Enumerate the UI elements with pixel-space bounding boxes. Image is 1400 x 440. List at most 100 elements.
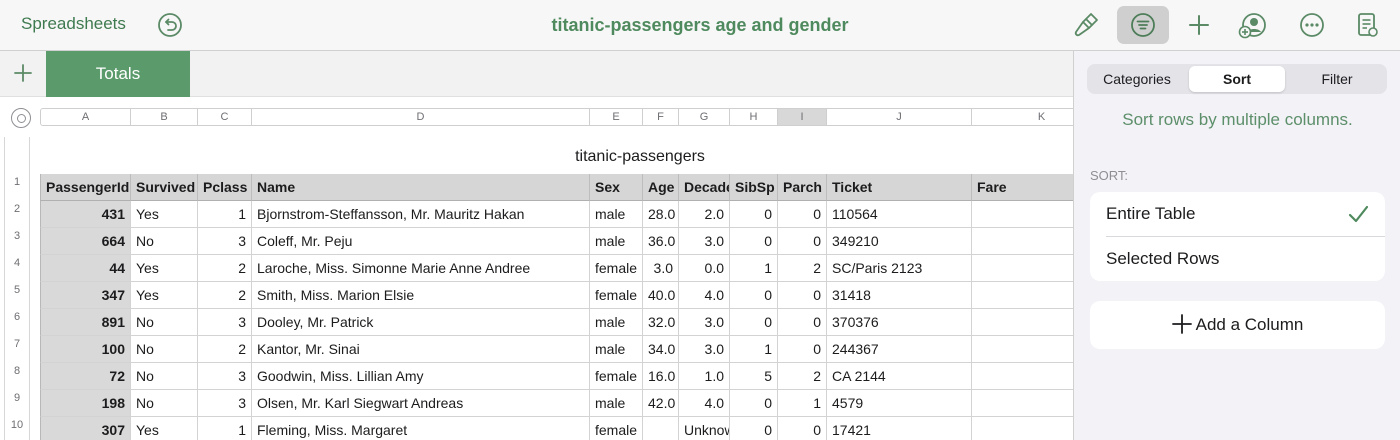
header-cell[interactable]: Ticket [827,174,972,201]
table-cell[interactable]: male [590,309,643,336]
table-cell[interactable]: Unknown [679,417,730,440]
document-options-button[interactable] [1353,11,1381,39]
table-cell[interactable]: CA 2144 [827,363,972,390]
header-cell[interactable]: SibSp [730,174,778,201]
table-cell[interactable]: 8 [972,390,1073,417]
table-cell[interactable]: 1 [198,201,252,228]
table-cell[interactable]: 41 [972,255,1073,282]
insert-button[interactable] [1185,11,1213,39]
table-cell[interactable]: Yes [131,417,198,440]
table-cell[interactable]: No [131,336,198,363]
table-cell[interactable]: 3 [198,363,252,390]
column-header-j[interactable]: J [827,108,972,126]
table-cell[interactable] [972,363,1073,390]
table-cell[interactable]: 1 [730,255,778,282]
organize-button[interactable] [1117,6,1169,44]
row-number[interactable]: 3 [13,230,21,242]
table-cell[interactable]: 891 [40,309,131,336]
column-header-a[interactable]: A [40,108,131,126]
table-cell[interactable]: 31418 [827,282,972,309]
table-cell[interactable]: 3.0 [679,228,730,255]
table-cell[interactable]: 36.0 [643,228,679,255]
header-cell[interactable]: Parch [778,174,827,201]
row-number[interactable]: 1 [13,176,21,188]
table-cell[interactable]: No [131,228,198,255]
table-cell[interactable]: 1 [198,417,252,440]
table-cell[interactable]: 0 [778,282,827,309]
table-cell[interactable]: 349210 [827,228,972,255]
table-cell[interactable]: No [131,309,198,336]
table-cell[interactable]: 3.0 [679,336,730,363]
table-cell[interactable]: 3.0 [679,309,730,336]
column-header-i[interactable]: I [778,108,827,126]
table-cell[interactable] [972,282,1073,309]
table-cell[interactable]: 0 [730,282,778,309]
spreadsheets-back-link[interactable]: Spreadsheets [21,14,126,33]
column-header-f[interactable]: F [643,108,679,126]
tab-filter[interactable]: Filter [1321,71,1353,87]
column-header-k[interactable]: K [972,108,1073,126]
table-cell[interactable]: male [590,228,643,255]
table-cell[interactable]: 3 [198,390,252,417]
header-cell[interactable]: Decade [679,174,730,201]
table-cell[interactable]: 1 [730,336,778,363]
row-number[interactable]: 4 [13,257,21,269]
table-cell[interactable]: 7 [972,228,1073,255]
table-cell[interactable]: 198 [40,390,131,417]
table-cell[interactable]: female [590,363,643,390]
table-cell[interactable]: 0 [778,417,827,440]
table-cell[interactable]: Fleming, Miss. Margaret [252,417,590,440]
add-sheet-button[interactable] [12,62,34,84]
tab-totals[interactable]: Totals [46,51,190,97]
row-number[interactable]: 2 [13,203,21,215]
table-cell[interactable]: 4.0 [679,390,730,417]
table-cell[interactable]: 664 [40,228,131,255]
row-number[interactable]: 8 [13,365,21,377]
row-number[interactable]: 6 [13,311,21,323]
table-cell[interactable]: 347 [40,282,131,309]
table-cell[interactable]: 370376 [827,309,972,336]
table-cell[interactable]: female [590,255,643,282]
column-header-b[interactable]: B [131,108,198,126]
row-number[interactable]: 5 [13,284,21,296]
table-cell[interactable]: 0 [730,417,778,440]
table-cell[interactable]: 110564 [827,201,972,228]
table-cell[interactable]: female [590,417,643,440]
table-cell[interactable]: male [590,201,643,228]
table-cell[interactable] [972,201,1073,228]
table-cell[interactable]: 0 [730,309,778,336]
table-cell[interactable]: 110 [972,417,1073,440]
table-cell[interactable]: Olsen, Mr. Karl Siegwart Andreas [252,390,590,417]
table-cell[interactable]: 244367 [827,336,972,363]
header-cell[interactable]: PassengerId [40,174,131,201]
column-header-c[interactable]: C [198,108,252,126]
table-cell[interactable]: male [590,390,643,417]
table-cell[interactable]: 3 [198,309,252,336]
table-cell[interactable] [972,336,1073,363]
table-cell[interactable]: No [131,390,198,417]
table-cell[interactable]: 34.0 [643,336,679,363]
table-cell[interactable]: Bjornstrom-Steffansson, Mr. Mauritz Haka… [252,201,590,228]
row-number[interactable]: 9 [13,392,21,404]
table-cell[interactable]: 28.0 [643,201,679,228]
tab-sort[interactable]: Sort [1189,66,1285,92]
row-number[interactable]: 10 [10,419,24,431]
table-cell[interactable]: 1.0 [679,363,730,390]
table-cell[interactable]: 4.0 [679,282,730,309]
table-cell[interactable]: 0 [730,201,778,228]
scope-selected-rows[interactable]: Selected Rows [1090,237,1385,281]
scope-entire-table[interactable]: Entire Table [1090,192,1385,236]
header-cell[interactable]: Pclass [198,174,252,201]
table-cell[interactable]: 32.0 [643,309,679,336]
table-cell[interactable]: 0 [730,390,778,417]
table-cell[interactable]: male [590,336,643,363]
table-cell[interactable]: 2.0 [679,201,730,228]
header-cell[interactable]: Age [643,174,679,201]
table-cell[interactable]: 5 [730,363,778,390]
header-cell[interactable]: Sex [590,174,643,201]
undo-button[interactable] [157,12,183,38]
table-cell[interactable]: 16.0 [643,363,679,390]
table-cell[interactable]: 2 [778,363,827,390]
table-cell[interactable]: 2 [778,255,827,282]
table-cell[interactable]: Goodwin, Miss. Lillian Amy [252,363,590,390]
